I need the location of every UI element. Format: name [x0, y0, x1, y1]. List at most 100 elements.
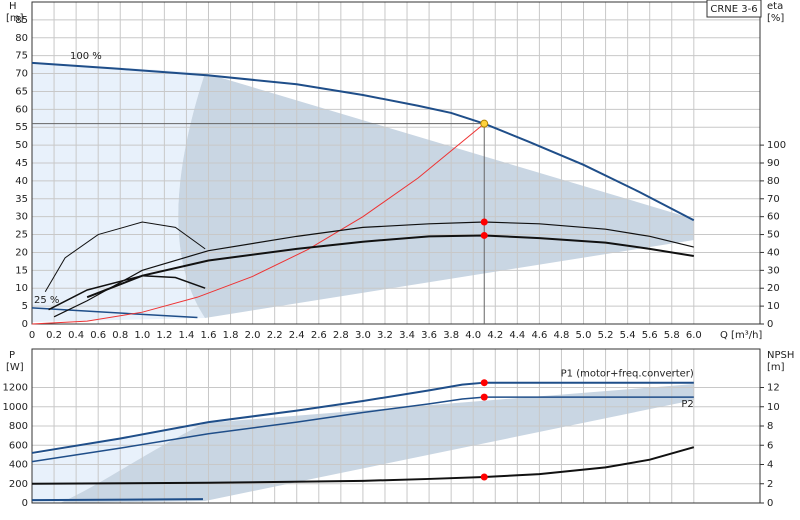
y-label: P — [9, 350, 15, 361]
series-line — [31, 123, 485, 325]
x-tick-label: 2.4 — [289, 330, 305, 341]
y2-tick-label: 40 — [767, 247, 780, 258]
x-tick-label: 1.0 — [134, 330, 150, 341]
y-tick-label: 1200 — [3, 383, 28, 394]
x-tick-label: 3.6 — [421, 330, 437, 341]
y2-tick-label: 60 — [767, 212, 780, 223]
y2-unit: [m] — [767, 362, 785, 373]
y-tick-label: 1000 — [3, 402, 28, 413]
y-tick-label: 75 — [15, 51, 28, 62]
series-line — [53, 221, 694, 318]
y2-tick-label: 0 — [767, 498, 773, 509]
y2-tick-label: 30 — [767, 265, 780, 276]
series-line — [31, 396, 694, 463]
plot-layer: 0 0.2 0.4 0.6 0.8 1.0 1.2 1.4 1.6 1.8 2.0 2.2 2.4 2.6… — [3, 1, 786, 509]
x-tick-label: 2.2 — [267, 330, 283, 341]
x-tick-label: 3.2 — [377, 330, 393, 341]
y2-label: eta — [767, 1, 783, 12]
duty-point — [480, 119, 489, 128]
y-tick-label: 60 — [15, 104, 28, 115]
x-tick-label: 0.2 — [46, 330, 62, 341]
y-tick-label: 25 — [15, 230, 28, 241]
plot-frame — [31, 1, 761, 325]
plot-frame — [31, 348, 761, 504]
x-tick-label: 3.0 — [355, 330, 371, 341]
y2-label: NPSH — [767, 350, 794, 361]
y-tick-label: 40 — [15, 176, 28, 187]
y-tick-label: 600 — [9, 440, 28, 451]
y2-tick-label: 70 — [767, 194, 780, 205]
series-line — [31, 61, 695, 222]
x-tick-label: 0.6 — [90, 330, 106, 341]
y2-tick-label: 90 — [767, 158, 780, 169]
y-tick-label: 0 — [22, 498, 28, 509]
series-label: P1 (motor+freq.converter) — [561, 369, 694, 380]
series-line — [31, 381, 694, 454]
x-tick-label: 5.2 — [598, 330, 614, 341]
duty-point — [480, 231, 488, 239]
y-unit: [W] — [6, 362, 24, 373]
x-tick-label: 5.8 — [664, 330, 680, 341]
x-label: Q [m³/h] — [720, 330, 762, 341]
series-line — [86, 234, 694, 299]
x-tick-label: 1.4 — [178, 330, 194, 341]
model-label: CRNE 3-6 — [710, 4, 757, 15]
x-tick-label: 4.0 — [465, 330, 481, 341]
series-line — [44, 221, 206, 293]
y2-tick-label: 0 — [767, 319, 773, 330]
y2-tick-label: 2 — [767, 479, 773, 490]
y-unit: [m] — [6, 13, 24, 24]
x-tick-label: 0.4 — [68, 330, 84, 341]
y2-tick-label: 8 — [767, 421, 773, 432]
y-tick-label: 5 — [22, 301, 28, 312]
y2-tick-label: 80 — [767, 176, 780, 187]
area-gray — [60, 384, 694, 503]
y-label: H — [9, 1, 17, 12]
y2-unit: [%] — [767, 13, 784, 24]
x-tick-label: 4.6 — [531, 330, 547, 341]
x-tick-label: 4.4 — [509, 330, 525, 341]
series-line — [48, 274, 206, 311]
y-tick-label: 55 — [15, 122, 28, 133]
duty-point — [480, 218, 488, 226]
y-tick-label: 35 — [15, 194, 28, 205]
y-tick-label: 200 — [9, 479, 28, 490]
x-tick-label: 1.6 — [201, 330, 217, 341]
x-tick-label: 5.0 — [576, 330, 592, 341]
y-tick-label: 85 — [15, 15, 28, 26]
y2-tick-label: 4 — [767, 460, 773, 471]
series-label: P2 — [681, 399, 693, 410]
y-tick-label: 20 — [15, 247, 28, 258]
x-tick-label: 1.2 — [156, 330, 172, 341]
y2-tick-label: 20 — [767, 283, 780, 294]
series-line — [31, 498, 203, 502]
x-tick-label: 5.4 — [620, 330, 636, 341]
y-tick-label: 45 — [15, 158, 28, 169]
x-tick-label: 3.4 — [399, 330, 415, 341]
model-box — [706, 0, 762, 18]
y-tick-label: 800 — [9, 421, 28, 432]
duty-point — [480, 379, 488, 387]
y-tick-label: 80 — [15, 33, 28, 44]
y-tick-label: 70 — [15, 69, 28, 80]
y-tick-label: 30 — [15, 212, 28, 223]
y-tick-label: 65 — [15, 86, 28, 97]
y-tick-label: 10 — [15, 283, 28, 294]
annotation: 100 % — [70, 51, 102, 62]
y2-tick-label: 10 — [767, 301, 780, 312]
x-tick-label: 4.8 — [554, 330, 570, 341]
x-tick-label: 1.8 — [223, 330, 239, 341]
y2-tick-label: 6 — [767, 440, 773, 451]
y-tick-label: 15 — [15, 265, 28, 276]
x-tick-label: 5.6 — [642, 330, 658, 341]
y-tick-label: 400 — [9, 460, 28, 471]
annotation: 25 % — [34, 295, 59, 306]
area-gray — [178, 73, 694, 318]
x-tick-label: 4.2 — [487, 330, 503, 341]
y2-tick-label: 10 — [767, 402, 780, 413]
y-tick-label: 0 — [22, 319, 28, 330]
y2-tick-label: 50 — [767, 230, 780, 241]
y2-tick-label: 100 — [767, 140, 786, 151]
x-tick-label: 0 — [29, 330, 35, 341]
